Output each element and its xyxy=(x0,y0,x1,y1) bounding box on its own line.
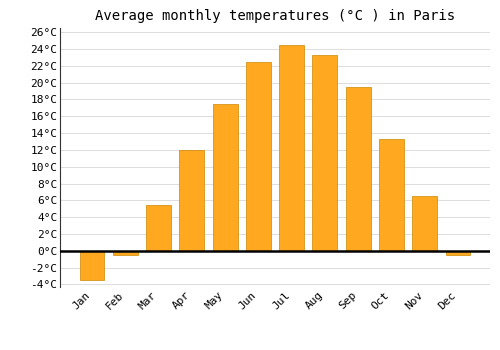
Bar xyxy=(246,62,271,251)
Title: Average monthly temperatures (°C ) in Paris: Average monthly temperatures (°C ) in Pa… xyxy=(95,9,455,23)
Bar xyxy=(312,55,338,251)
Bar xyxy=(446,251,470,255)
Bar xyxy=(279,45,304,251)
Bar xyxy=(379,139,404,251)
Bar xyxy=(80,251,104,280)
Bar xyxy=(346,87,370,251)
Bar xyxy=(412,196,437,251)
Bar xyxy=(113,251,138,255)
Bar xyxy=(180,150,204,251)
Bar xyxy=(146,205,171,251)
Bar xyxy=(212,104,238,251)
